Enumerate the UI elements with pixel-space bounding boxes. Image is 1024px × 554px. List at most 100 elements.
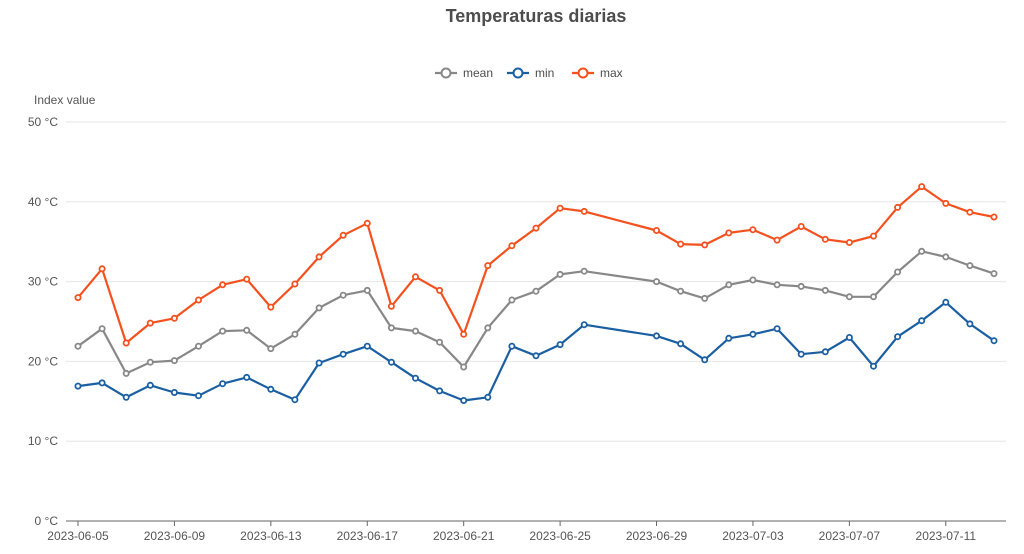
data-point-min[interactable]: [387, 358, 395, 366]
data-point-min[interactable]: [243, 373, 251, 381]
data-point-max[interactable]: [725, 229, 733, 237]
data-point-mean[interactable]: [870, 293, 878, 301]
data-point-min[interactable]: [701, 356, 709, 364]
data-point-min[interactable]: [870, 362, 878, 370]
data-point-mean[interactable]: [556, 270, 564, 278]
data-point-min[interactable]: [942, 298, 950, 306]
data-point-max[interactable]: [701, 241, 709, 249]
data-point-max[interactable]: [98, 265, 106, 273]
data-point-max[interactable]: [508, 242, 516, 250]
data-point-max[interactable]: [942, 199, 950, 207]
data-point-mean[interactable]: [484, 324, 492, 332]
data-point-mean[interactable]: [291, 330, 299, 338]
data-point-min[interactable]: [821, 348, 829, 356]
data-point-min[interactable]: [436, 387, 444, 395]
data-point-min[interactable]: [653, 332, 661, 340]
data-point-mean[interactable]: [845, 293, 853, 301]
data-point-min[interactable]: [484, 393, 492, 401]
data-point-mean[interactable]: [918, 247, 926, 255]
data-point-max[interactable]: [894, 203, 902, 211]
data-point-min[interactable]: [291, 396, 299, 404]
data-point-max[interactable]: [677, 240, 685, 248]
data-point-min[interactable]: [918, 317, 926, 325]
data-point-max[interactable]: [315, 253, 323, 261]
data-point-mean[interactable]: [942, 253, 950, 261]
data-point-min[interactable]: [556, 341, 564, 349]
data-point-mean[interactable]: [821, 286, 829, 294]
data-point-mean[interactable]: [532, 287, 540, 295]
data-point-mean[interactable]: [146, 358, 154, 366]
data-point-mean[interactable]: [411, 327, 419, 335]
data-point-min[interactable]: [797, 350, 805, 358]
data-point-max[interactable]: [797, 222, 805, 230]
data-point-min[interactable]: [460, 396, 468, 404]
data-point-mean[interactable]: [436, 338, 444, 346]
data-point-max[interactable]: [845, 238, 853, 246]
data-point-max[interactable]: [653, 226, 661, 234]
data-point-min[interactable]: [677, 340, 685, 348]
data-point-mean[interactable]: [701, 294, 709, 302]
data-point-min[interactable]: [315, 359, 323, 367]
data-point-min[interactable]: [146, 381, 154, 389]
data-point-mean[interactable]: [460, 363, 468, 371]
data-point-min[interactable]: [532, 352, 540, 360]
data-point-mean[interactable]: [387, 324, 395, 332]
data-point-min[interactable]: [170, 388, 178, 396]
data-point-mean[interactable]: [653, 278, 661, 286]
data-point-min[interactable]: [725, 334, 733, 342]
data-point-min[interactable]: [845, 333, 853, 341]
data-point-max[interactable]: [363, 219, 371, 227]
data-point-mean[interactable]: [894, 268, 902, 276]
data-point-min[interactable]: [411, 374, 419, 382]
data-point-max[interactable]: [484, 262, 492, 270]
legend-item-min[interactable]: min: [507, 66, 554, 80]
legend-item-mean[interactable]: mean: [435, 66, 493, 80]
data-point-mean[interactable]: [219, 327, 227, 335]
data-point-min[interactable]: [990, 337, 998, 345]
data-point-min[interactable]: [894, 333, 902, 341]
data-point-max[interactable]: [580, 207, 588, 215]
data-point-max[interactable]: [773, 236, 781, 244]
data-point-max[interactable]: [387, 302, 395, 310]
data-point-max[interactable]: [339, 231, 347, 239]
data-point-max[interactable]: [122, 339, 130, 347]
data-point-max[interactable]: [990, 213, 998, 221]
data-point-min[interactable]: [219, 380, 227, 388]
data-point-max[interactable]: [821, 235, 829, 243]
data-point-min[interactable]: [74, 382, 82, 390]
data-point-max[interactable]: [267, 303, 275, 311]
data-point-max[interactable]: [291, 280, 299, 288]
data-point-mean[interactable]: [122, 369, 130, 377]
data-point-max[interactable]: [74, 294, 82, 302]
data-point-max[interactable]: [918, 183, 926, 191]
data-point-mean[interactable]: [749, 276, 757, 284]
data-point-min[interactable]: [773, 325, 781, 333]
data-point-mean[interactable]: [990, 270, 998, 278]
data-point-mean[interactable]: [170, 357, 178, 365]
data-point-mean[interactable]: [339, 291, 347, 299]
data-point-min[interactable]: [966, 320, 974, 328]
data-point-mean[interactable]: [315, 304, 323, 312]
data-point-max[interactable]: [411, 273, 419, 281]
data-point-mean[interactable]: [773, 281, 781, 289]
data-point-max[interactable]: [460, 330, 468, 338]
data-point-max[interactable]: [532, 224, 540, 232]
data-point-max[interactable]: [194, 296, 202, 304]
data-point-mean[interactable]: [74, 342, 82, 350]
data-point-min[interactable]: [508, 342, 516, 350]
data-point-max[interactable]: [870, 232, 878, 240]
data-point-mean[interactable]: [966, 262, 974, 270]
data-point-min[interactable]: [363, 342, 371, 350]
data-point-mean[interactable]: [267, 345, 275, 353]
data-point-max[interactable]: [749, 226, 757, 234]
data-point-mean[interactable]: [243, 326, 251, 334]
data-point-max[interactable]: [170, 314, 178, 322]
data-point-max[interactable]: [243, 275, 251, 283]
data-point-mean[interactable]: [725, 281, 733, 289]
data-point-min[interactable]: [267, 385, 275, 393]
data-point-max[interactable]: [966, 208, 974, 216]
legend-item-max[interactable]: max: [572, 66, 623, 80]
data-point-mean[interactable]: [677, 287, 685, 295]
data-point-min[interactable]: [580, 321, 588, 329]
data-point-mean[interactable]: [98, 325, 106, 333]
